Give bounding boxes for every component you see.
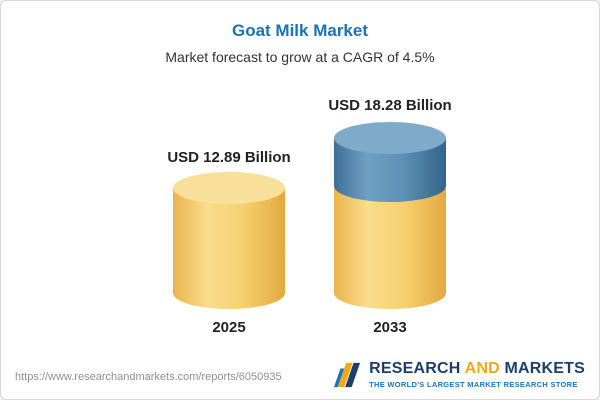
bar-2033-base-body	[334, 188, 446, 309]
brand-tagline: THE WORLD'S LARGEST MARKET RESEARCH STOR…	[369, 380, 578, 389]
brand-icon	[332, 361, 362, 389]
brand-name: RESEARCH AND MARKETS	[369, 360, 585, 378]
brand-text: RESEARCH AND MARKETS THE WORLD'S LARGEST…	[369, 360, 585, 389]
brand-word-markets: MARKETS	[504, 360, 585, 377]
bar-2033-top-ellipse	[334, 122, 446, 155]
axis-label-2025: 2025	[212, 319, 246, 336]
axis-label-2033: 2033	[373, 319, 407, 336]
bar-2033-growth-body	[334, 122, 446, 203]
bar-2025-body	[173, 172, 285, 309]
brand-word-and: AND	[464, 360, 500, 377]
brand-logo[interactable]: RESEARCH AND MARKETS THE WORLD'S LARGEST…	[332, 360, 585, 389]
brand-word-research: RESEARCH	[369, 360, 461, 377]
page-title: Goat Milk Market	[231, 21, 369, 40]
source-url-link[interactable]: https://www.researchandmarkets.com/repor…	[15, 371, 282, 383]
page-subtitle: Market forecast to grow at a CAGR of 4.5…	[165, 49, 435, 65]
value-label-2033: USD 18.28 Billion	[328, 97, 452, 114]
bar-2025-top-ellipse	[173, 172, 285, 205]
value-label-2025: USD 12.89 Billion	[167, 149, 291, 166]
